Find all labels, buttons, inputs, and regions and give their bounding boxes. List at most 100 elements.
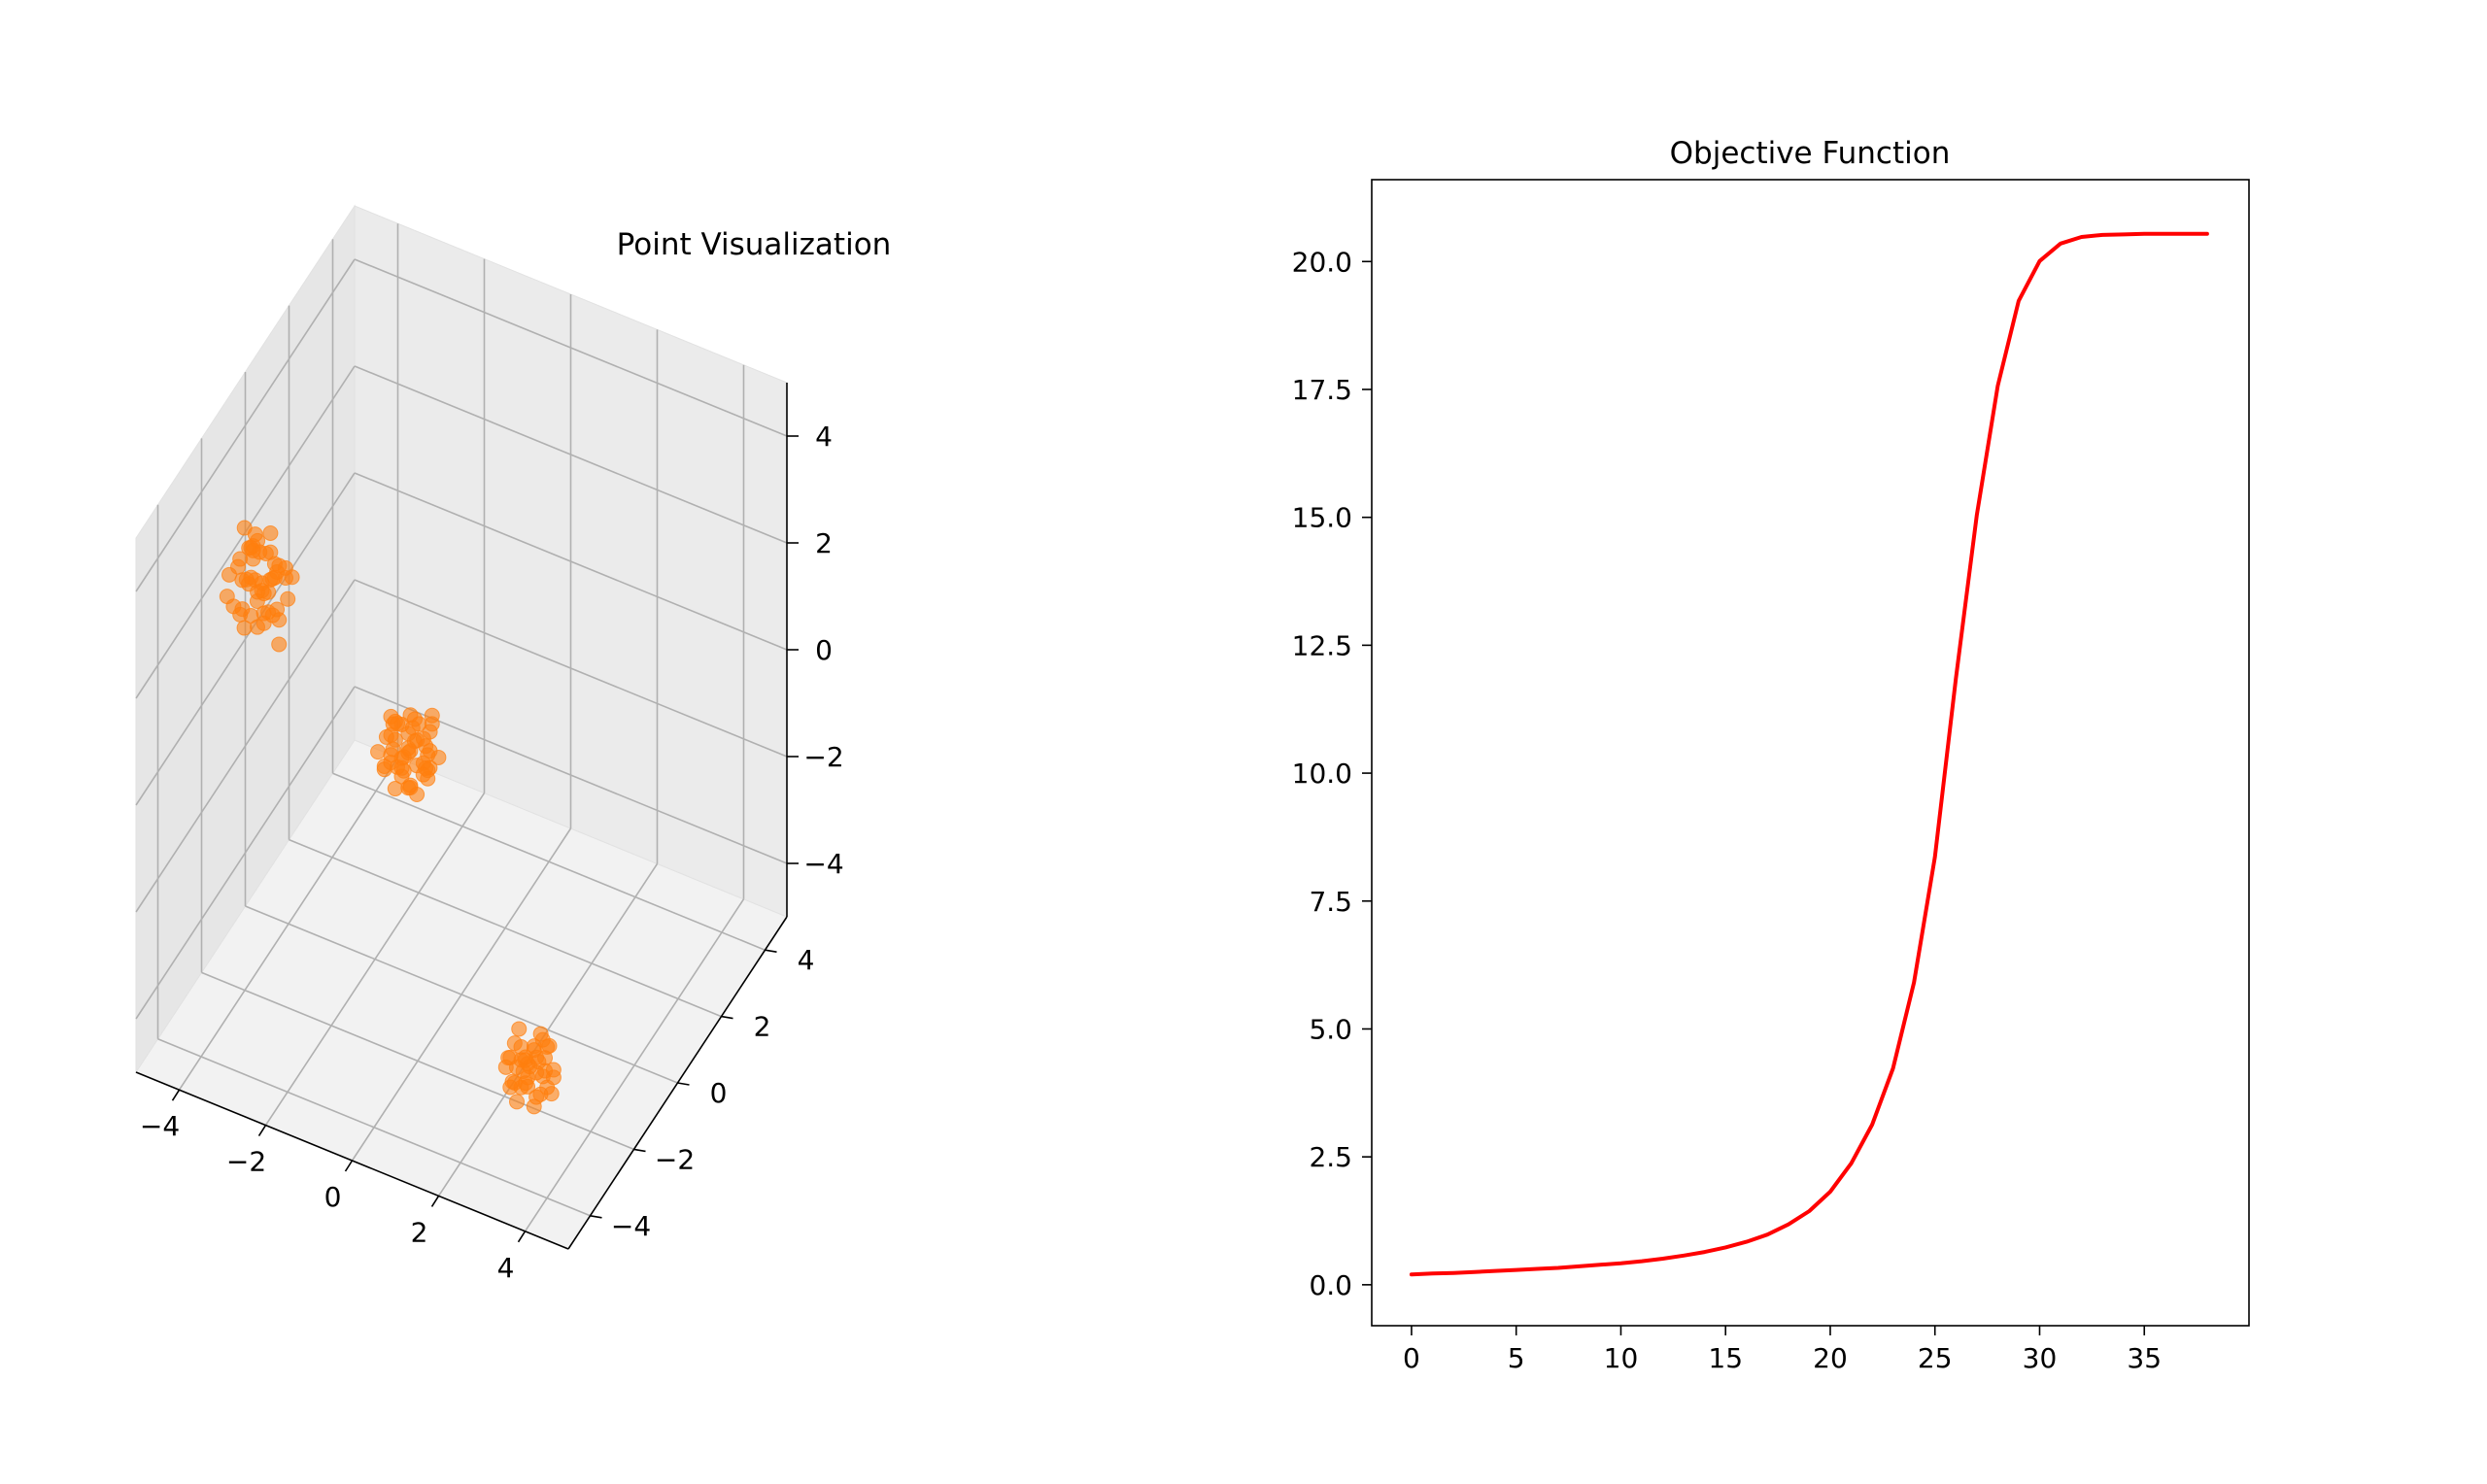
data-point — [415, 766, 431, 783]
x-tick-label: −2 — [226, 1146, 266, 1178]
y-tick — [721, 1015, 733, 1020]
objective-line — [1409, 231, 2209, 1277]
data-point — [430, 749, 447, 765]
gridline-z-side — [135, 472, 356, 806]
x-tick-label: 30 — [2023, 1342, 2058, 1374]
gridline-z-back — [354, 365, 788, 544]
data-point — [247, 526, 263, 543]
gridline-x-floor — [524, 898, 745, 1232]
gridline-z-back — [354, 258, 788, 437]
y-tick — [677, 1082, 690, 1086]
data-point — [511, 1021, 528, 1037]
x-tick-label: 20 — [1813, 1342, 1848, 1374]
x-tick — [517, 1231, 527, 1243]
data-point — [243, 607, 259, 624]
y-axis-ticks: 0.0 2.5 5.0 7.5 10.0 12.5 15.0 17.5 20.0 — [1292, 246, 1372, 1301]
data-point — [236, 620, 253, 636]
x-tick-label: 0 — [1403, 1342, 1420, 1374]
data-point — [504, 1073, 521, 1090]
data-point — [266, 556, 283, 572]
y-tick-label: 5.0 — [1309, 1013, 1352, 1045]
gridline-y-floor — [332, 772, 766, 951]
scatter3d-chart: Point Visualization −4 −4 −4 −2 −2 −2 0 0 0 2 2 2 4 4… — [135, 204, 892, 1284]
data-point — [506, 1035, 523, 1052]
scatter3d-axes: −4 −4 −4 −2 −2 −2 0 0 0 2 2 2 4 4 4 — [135, 383, 844, 1284]
data-point — [424, 707, 440, 724]
data-point — [234, 572, 251, 589]
scatter3d-points — [219, 520, 562, 1115]
data-point — [509, 1094, 525, 1110]
data-point — [264, 570, 281, 587]
data-point — [497, 1059, 514, 1075]
z-tick-label: 0 — [815, 634, 833, 666]
y-tick-label: 15.0 — [1292, 502, 1352, 534]
line-series — [1409, 231, 2209, 1277]
y-tick-label: 12.5 — [1292, 629, 1352, 661]
data-point — [528, 1089, 545, 1105]
x-tick-label: −4 — [140, 1110, 180, 1142]
x-tick — [171, 1089, 181, 1101]
data-point — [383, 747, 399, 763]
x-tick-label: 2 — [411, 1216, 428, 1248]
data-point — [404, 720, 421, 736]
data-point — [271, 636, 288, 653]
z-tick-label: −4 — [803, 848, 843, 880]
y-tick — [633, 1148, 646, 1153]
data-point — [245, 542, 261, 558]
data-point — [528, 1049, 545, 1065]
data-point — [232, 551, 249, 567]
data-point — [387, 781, 403, 797]
scatter3d-panes — [135, 204, 788, 1250]
data-point — [422, 724, 438, 740]
y-tick-label: 2.5 — [1309, 1141, 1352, 1173]
scatter3d-title: Point Visualization — [617, 227, 892, 262]
x-tick-label: 5 — [1508, 1342, 1525, 1374]
data-point — [387, 731, 403, 748]
y-tick-label: −2 — [655, 1143, 695, 1175]
data-point — [219, 589, 235, 605]
line-chart-title: Objective Function — [1670, 136, 1951, 171]
y-tick-label: 0 — [710, 1077, 728, 1109]
x-tick-label: 15 — [1708, 1342, 1743, 1374]
data-point — [400, 740, 417, 757]
z-tick-label: −2 — [803, 741, 843, 773]
gridline-z-back — [354, 472, 788, 651]
data-point — [262, 524, 279, 541]
x-tick — [430, 1195, 440, 1207]
x-axis-ticks: 0 5 10 15 20 25 30 35 — [1403, 1326, 2162, 1374]
y-tick-label: 0.0 — [1309, 1269, 1352, 1301]
y-tick-label: 20.0 — [1292, 246, 1352, 278]
y-tick-label: 17.5 — [1292, 374, 1352, 406]
data-point — [370, 744, 387, 760]
data-point — [402, 779, 419, 795]
x-tick-label: 35 — [2127, 1342, 2162, 1374]
z-tick-label: 4 — [815, 421, 833, 453]
x-tick — [344, 1160, 354, 1172]
x-tick-label: 10 — [1604, 1342, 1639, 1374]
y-tick-label: −4 — [611, 1210, 651, 1242]
y-tick — [590, 1215, 602, 1219]
y-tick-label: 4 — [798, 944, 815, 976]
x-tick-label: 25 — [1918, 1342, 1953, 1374]
x-tick-label: 0 — [324, 1181, 342, 1213]
data-point — [385, 716, 401, 732]
gridline-z-side — [135, 258, 356, 592]
gridline-x-floor — [437, 862, 659, 1197]
data-point — [250, 584, 266, 600]
data-point — [256, 605, 272, 622]
y-tick-label: 7.5 — [1309, 886, 1352, 918]
gridline-y-floor — [289, 838, 722, 1018]
data-point — [280, 590, 296, 607]
data-point — [284, 569, 300, 586]
y-tick — [765, 949, 777, 953]
z-tick-label: 2 — [815, 527, 833, 559]
data-point — [528, 1064, 545, 1081]
plot-area-frame — [1371, 179, 2250, 1327]
y-tick-label: 10.0 — [1292, 758, 1352, 790]
x-tick — [257, 1125, 267, 1137]
y-tick-label: 2 — [754, 1011, 771, 1043]
data-point — [539, 1079, 556, 1096]
x-tick-label: 4 — [497, 1252, 515, 1284]
line-chart: Objective Function 0 5 10 15 20 25 30 35 0.0 2.5… — [1292, 136, 2250, 1374]
